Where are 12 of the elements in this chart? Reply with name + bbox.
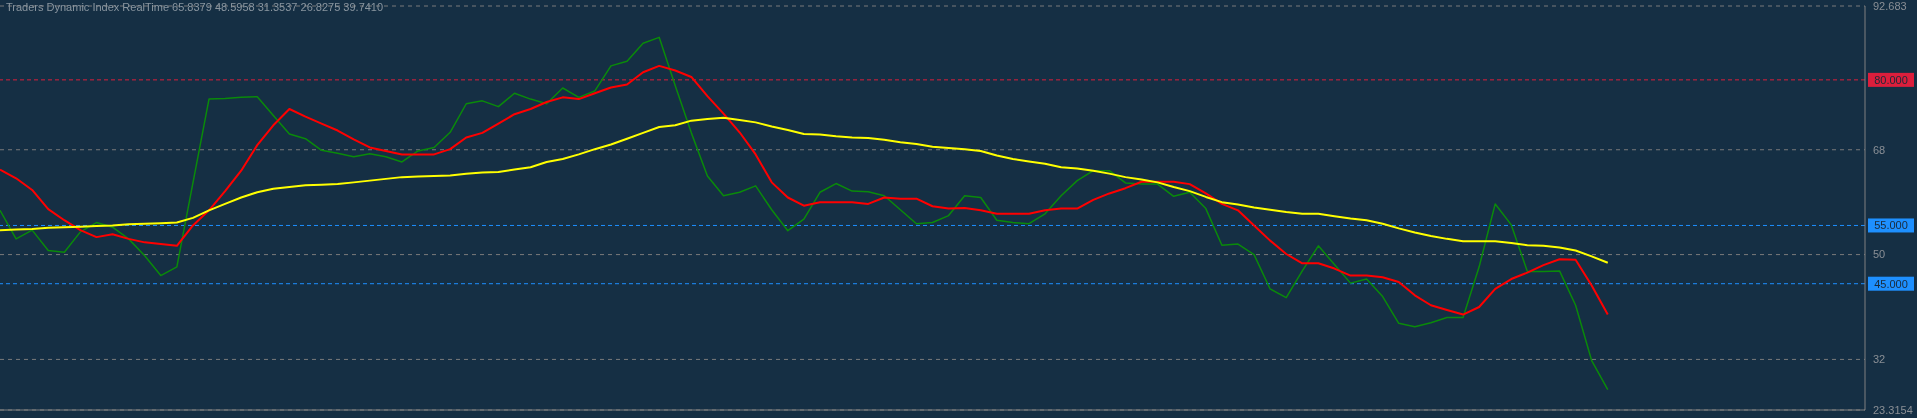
ref-line-label: 80.000 (1874, 73, 1908, 86)
y-tick-label: 50 (1873, 248, 1886, 261)
line-series (0, 64, 1609, 316)
ref-line-label: 45.000 (1874, 277, 1908, 290)
y-tick-label: 32 (1873, 353, 1886, 366)
chart-title: Traders Dynamic Index RealTime 65.8379 48.5958 31.3537 26.8275 39.7410 (6, 1, 384, 13)
ref-line-label: 55.000 (1874, 219, 1908, 232)
y-tick-label: 23.3154 (1873, 403, 1913, 416)
y-tick-label: 92.683 (1873, 0, 1907, 12)
y-tick-label: 68 (1873, 143, 1886, 156)
line-series (0, 116, 1609, 264)
line-series (0, 36, 1609, 391)
